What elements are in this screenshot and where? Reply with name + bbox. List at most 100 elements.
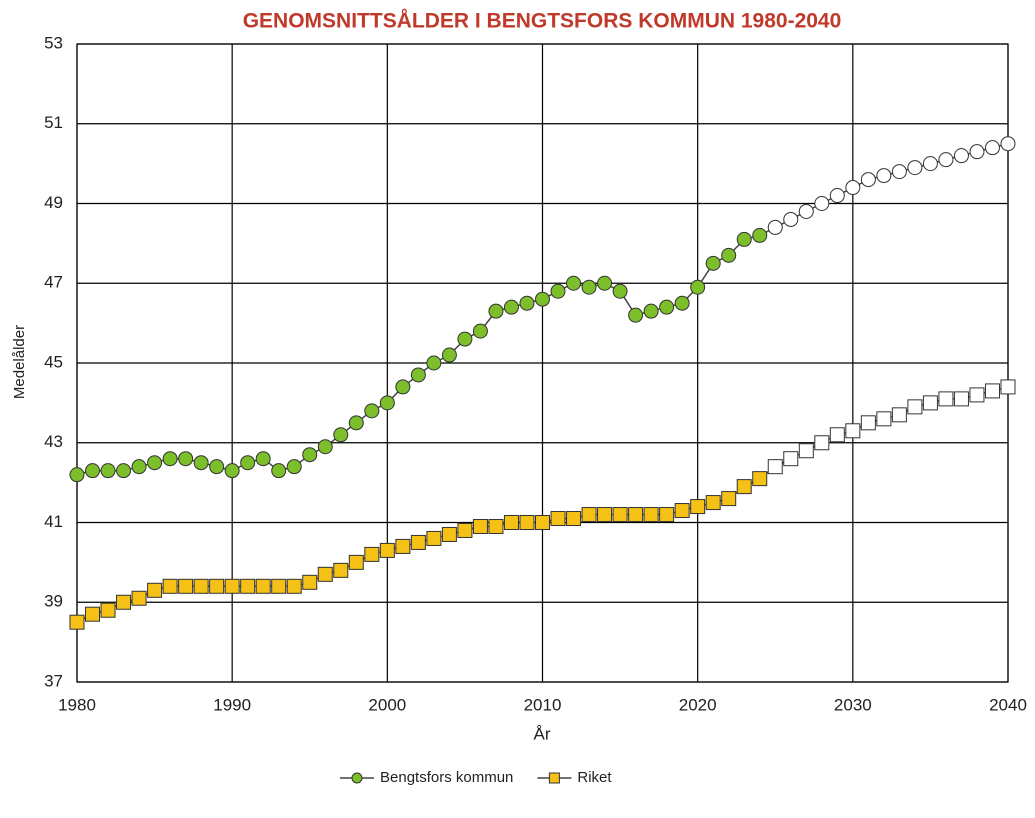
marker (333, 427, 349, 443)
x-axis-label: År (534, 724, 551, 743)
marker (736, 231, 752, 247)
y-tick-label: 41 (44, 512, 63, 531)
marker (162, 451, 178, 467)
marker (395, 538, 411, 554)
marker (178, 451, 194, 467)
marker (566, 275, 582, 291)
marker (612, 283, 628, 299)
marker (472, 518, 488, 534)
y-tick-label: 43 (44, 432, 63, 451)
marker (566, 511, 582, 527)
marker (209, 459, 225, 475)
marker (752, 227, 768, 243)
marker (643, 303, 659, 319)
marker (581, 507, 597, 523)
marker (845, 180, 861, 196)
marker (116, 463, 132, 479)
marker (690, 279, 706, 295)
marker (426, 530, 442, 546)
marker (548, 772, 560, 784)
marker (85, 463, 101, 479)
marker (876, 168, 892, 184)
marker (659, 299, 675, 315)
marker (85, 606, 101, 622)
marker (317, 439, 333, 455)
marker (503, 299, 519, 315)
marker (891, 407, 907, 423)
marker (535, 291, 550, 307)
marker (457, 331, 473, 347)
marker (969, 387, 985, 403)
marker (519, 515, 535, 530)
marker (721, 491, 737, 507)
chart-title: GENOMSNITTSÅLDER I BENGTSFORS KOMMUN 198… (243, 9, 842, 33)
marker (783, 451, 799, 467)
x-tick-label: 2030 (834, 695, 872, 714)
legend-label: Bengtsfors kommun (380, 769, 513, 786)
y-axis-label: Medelålder (11, 325, 28, 399)
y-tick-label: 49 (44, 193, 63, 212)
marker (767, 459, 783, 475)
marker (628, 307, 644, 323)
marker (519, 295, 535, 311)
y-tick-label: 51 (44, 113, 63, 132)
marker (690, 499, 706, 515)
marker (178, 578, 194, 594)
marker (829, 427, 845, 443)
marker (255, 451, 271, 467)
marker (674, 295, 690, 311)
marker (364, 546, 380, 562)
marker (224, 578, 240, 594)
x-tick-label: 2010 (524, 695, 562, 714)
x-tick-label: 1990 (213, 695, 251, 714)
marker (193, 578, 209, 594)
marker (922, 156, 938, 172)
marker (271, 578, 287, 594)
marker (379, 542, 395, 558)
marker (131, 590, 147, 606)
marker (503, 515, 519, 530)
marker (379, 395, 395, 411)
marker (348, 554, 364, 570)
marker (736, 479, 752, 495)
marker (891, 164, 907, 180)
marker (535, 515, 550, 530)
marker (907, 399, 923, 415)
marker (659, 507, 675, 523)
marker (147, 582, 163, 598)
marker (100, 602, 116, 618)
marker (814, 196, 830, 211)
marker (767, 219, 783, 235)
marker (1000, 136, 1016, 152)
marker (116, 594, 132, 610)
marker (395, 379, 411, 395)
marker (612, 507, 628, 523)
marker (581, 279, 597, 295)
marker (969, 144, 985, 160)
marker (286, 459, 302, 475)
marker (938, 152, 954, 168)
marker (876, 411, 892, 427)
marker (798, 203, 814, 219)
marker (829, 188, 845, 204)
marker (348, 415, 364, 431)
marker (193, 455, 209, 471)
legend-label: Riket (577, 769, 612, 786)
marker (472, 323, 488, 339)
marker (752, 471, 768, 487)
x-tick-label: 2020 (679, 695, 717, 714)
marker (441, 526, 457, 542)
marker (271, 463, 287, 479)
marker (550, 283, 566, 299)
marker (131, 459, 147, 475)
y-tick-label: 39 (44, 592, 63, 611)
marker (1000, 379, 1016, 395)
marker (845, 423, 861, 439)
marker (410, 534, 426, 550)
y-tick-label: 37 (44, 671, 63, 690)
marker (317, 566, 333, 582)
marker (721, 247, 737, 263)
marker (953, 391, 969, 407)
marker (984, 383, 1000, 399)
marker (209, 578, 225, 594)
